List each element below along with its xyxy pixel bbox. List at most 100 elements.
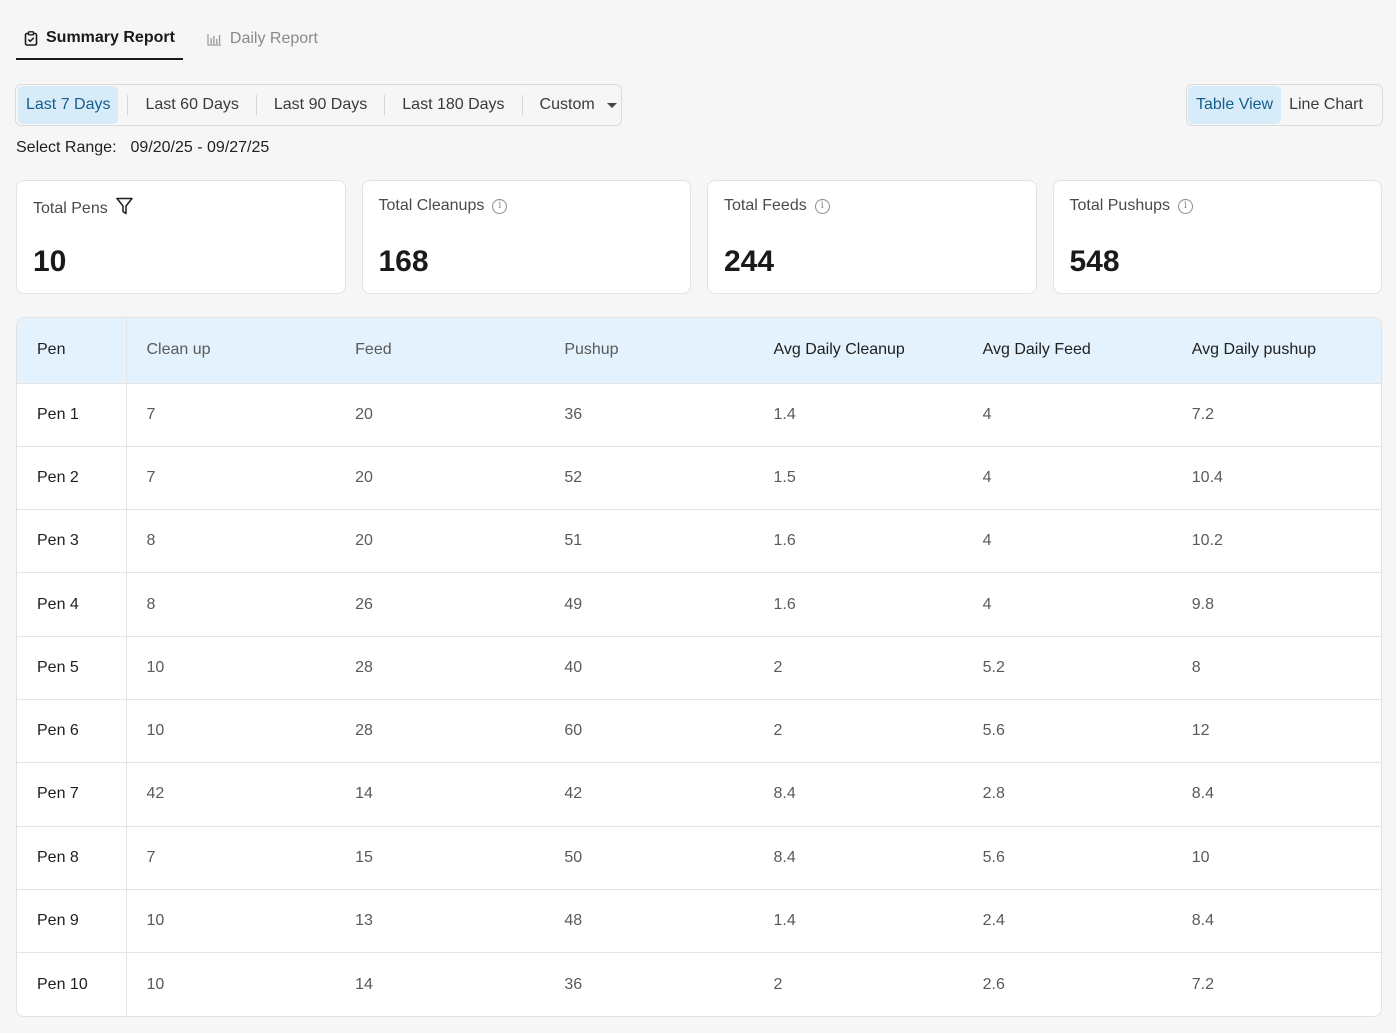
cell-feed: 20 bbox=[355, 405, 373, 423]
cell-clean-up: 8 bbox=[146, 532, 156, 550]
info-icon[interactable]: i bbox=[492, 198, 508, 214]
cell-pen: Pen 9 bbox=[17, 889, 127, 953]
card-value: 548 bbox=[1069, 245, 1120, 278]
cell-clean-up: 10 bbox=[146, 658, 165, 676]
cell-avg-daily-pushup: 8.4 bbox=[1191, 912, 1215, 930]
cell-avg-daily-pushup: 7.2 bbox=[1191, 975, 1215, 993]
cell-clean-up: 10 bbox=[146, 722, 165, 740]
select-range-value: 09/20/25 - 09/27/25 bbox=[130, 139, 270, 156]
table-row[interactable]: Pen 7 42 14 42 8.4 2.8 8.4 bbox=[17, 762, 1381, 827]
card-total-cleanups: Total Cleanups i 168 bbox=[361, 180, 691, 294]
cell-avg-daily-cleanup: 1.6 bbox=[773, 595, 796, 613]
range-last-90-days[interactable]: Last 90 Days bbox=[273, 96, 368, 113]
cell-pen: Pen 5 bbox=[17, 636, 127, 700]
stat-cards: Total Pens 10 Total Cleanups i 168 Total… bbox=[16, 180, 1382, 294]
cell-feed: 14 bbox=[355, 975, 373, 993]
report-tabs: Summary Report Daily Report bbox=[16, 18, 326, 62]
divider bbox=[521, 95, 523, 115]
cell-avg-daily-pushup: 10.4 bbox=[1191, 468, 1223, 486]
column-header-avg-daily-feed[interactable]: Avg Daily Feed bbox=[982, 341, 1091, 359]
cell-avg-daily-pushup: 8.4 bbox=[1191, 785, 1215, 803]
custom-range-label: Custom bbox=[539, 96, 595, 113]
cell-avg-daily-cleanup: 1.6 bbox=[773, 532, 796, 550]
card-label: Total Cleanups bbox=[378, 197, 485, 214]
card-value: 10 bbox=[33, 245, 67, 278]
cell-avg-daily-feed: 2.8 bbox=[982, 785, 1005, 803]
tab-summary-report-label: Summary Report bbox=[46, 29, 175, 46]
cell-feed: 14 bbox=[355, 785, 373, 803]
divider bbox=[384, 95, 386, 115]
info-icon[interactable]: i bbox=[1178, 198, 1194, 214]
tab-summary-report[interactable]: Summary Report bbox=[16, 18, 183, 60]
cell-avg-daily-pushup: 12 bbox=[1191, 722, 1210, 740]
cell-avg-daily-pushup: 10 bbox=[1191, 848, 1210, 866]
card-total-pushups: Total Pushups i 548 bbox=[1052, 180, 1382, 294]
cell-pushup: 50 bbox=[564, 848, 583, 866]
line-chart-button[interactable]: Line Chart bbox=[1289, 96, 1363, 113]
column-header-pen[interactable]: Pen bbox=[17, 318, 127, 383]
range-last-7-days[interactable]: Last 7 Days bbox=[18, 86, 119, 124]
cell-pen: Pen 2 bbox=[17, 446, 127, 510]
cell-pushup: 42 bbox=[564, 785, 583, 803]
custom-range-dropdown[interactable]: Custom bbox=[532, 86, 617, 124]
cell-avg-daily-cleanup: 8.4 bbox=[773, 785, 796, 803]
table-header-row: Pen Clean up Feed Pushup Avg Daily Clean… bbox=[17, 318, 1381, 383]
card-value: 244 bbox=[724, 245, 775, 278]
cell-pushup: 52 bbox=[564, 468, 583, 486]
divider bbox=[255, 95, 257, 115]
table-row[interactable]: Pen 5 10 28 40 2 5.2 8 bbox=[17, 636, 1381, 700]
cell-clean-up: 42 bbox=[146, 785, 165, 803]
column-header-avg-daily-pushup[interactable]: Avg Daily pushup bbox=[1191, 341, 1317, 359]
table-row[interactable]: Pen 3 8 20 51 1.6 4 10.2 bbox=[17, 509, 1381, 573]
cell-avg-daily-pushup: 7.2 bbox=[1191, 405, 1215, 423]
cell-pushup: 40 bbox=[564, 658, 583, 676]
date-range-selector: Last 7 Days Last 60 Days Last 90 Days La… bbox=[15, 84, 622, 126]
cell-avg-daily-feed: 4 bbox=[982, 532, 992, 550]
cell-clean-up: 7 bbox=[146, 848, 156, 866]
cell-pen: Pen 6 bbox=[17, 699, 127, 763]
cell-pen: Pen 3 bbox=[17, 509, 127, 573]
table-view-button[interactable]: Table View bbox=[1188, 86, 1282, 124]
column-header-avg-daily-cleanup[interactable]: Avg Daily Cleanup bbox=[773, 341, 905, 359]
card-total-feeds: Total Feeds i 244 bbox=[707, 180, 1037, 294]
cell-pushup: 49 bbox=[564, 595, 583, 613]
cell-avg-daily-cleanup: 1.4 bbox=[773, 405, 796, 423]
table-row[interactable]: Pen 1 7 20 36 1.4 4 7.2 bbox=[17, 383, 1381, 447]
tab-daily-report[interactable]: Daily Report bbox=[199, 18, 326, 60]
cell-pen: Pen 10 bbox=[17, 952, 127, 1016]
cell-feed: 28 bbox=[355, 722, 373, 740]
cell-pushup: 51 bbox=[564, 532, 583, 550]
cell-pen: Pen 8 bbox=[17, 826, 127, 890]
filter-icon[interactable] bbox=[115, 197, 133, 220]
cell-avg-daily-feed: 5.2 bbox=[982, 658, 1005, 676]
cell-avg-daily-feed: 4 bbox=[982, 405, 992, 423]
cell-avg-daily-cleanup: 2 bbox=[773, 722, 783, 740]
column-header-pushup[interactable]: Pushup bbox=[564, 341, 619, 359]
cell-avg-daily-feed: 2.6 bbox=[982, 975, 1005, 993]
column-header-feed[interactable]: Feed bbox=[355, 341, 392, 359]
cell-clean-up: 7 bbox=[146, 468, 156, 486]
divider bbox=[127, 95, 129, 115]
cell-avg-daily-cleanup: 8.4 bbox=[773, 848, 796, 866]
cell-avg-daily-feed: 2.4 bbox=[982, 912, 1005, 930]
cell-feed: 15 bbox=[355, 848, 373, 866]
table-row[interactable]: Pen 8 7 15 50 8.4 5.6 10 bbox=[17, 826, 1381, 890]
range-last-60-days[interactable]: Last 60 Days bbox=[145, 96, 239, 113]
cell-clean-up: 10 bbox=[146, 975, 165, 993]
cell-avg-daily-pushup: 9.8 bbox=[1191, 595, 1215, 613]
table-row[interactable]: Pen 10 10 14 36 2 2.6 7.2 bbox=[17, 952, 1381, 1016]
table-row[interactable]: Pen 2 7 20 52 1.5 4 10.4 bbox=[17, 446, 1381, 510]
table-row[interactable]: Pen 9 10 13 48 1.4 2.4 8.4 bbox=[17, 889, 1381, 953]
cell-pushup: 36 bbox=[564, 405, 583, 423]
info-icon[interactable]: i bbox=[814, 198, 830, 214]
card-total-pens: Total Pens 10 bbox=[16, 180, 346, 294]
range-last-180-days[interactable]: Last 180 Days bbox=[402, 96, 505, 113]
table-row[interactable]: Pen 4 8 26 49 1.6 4 9.8 bbox=[17, 572, 1381, 637]
cell-avg-daily-pushup: 8 bbox=[1191, 658, 1201, 676]
column-header-clean-up[interactable]: Clean up bbox=[146, 341, 211, 359]
clipboard-icon bbox=[24, 30, 38, 46]
cell-feed: 28 bbox=[355, 658, 373, 676]
table-row[interactable]: Pen 6 10 28 60 2 5.6 12 bbox=[17, 699, 1381, 763]
view-toggle: Table View Line Chart bbox=[1186, 84, 1383, 126]
card-value: 168 bbox=[378, 245, 429, 278]
